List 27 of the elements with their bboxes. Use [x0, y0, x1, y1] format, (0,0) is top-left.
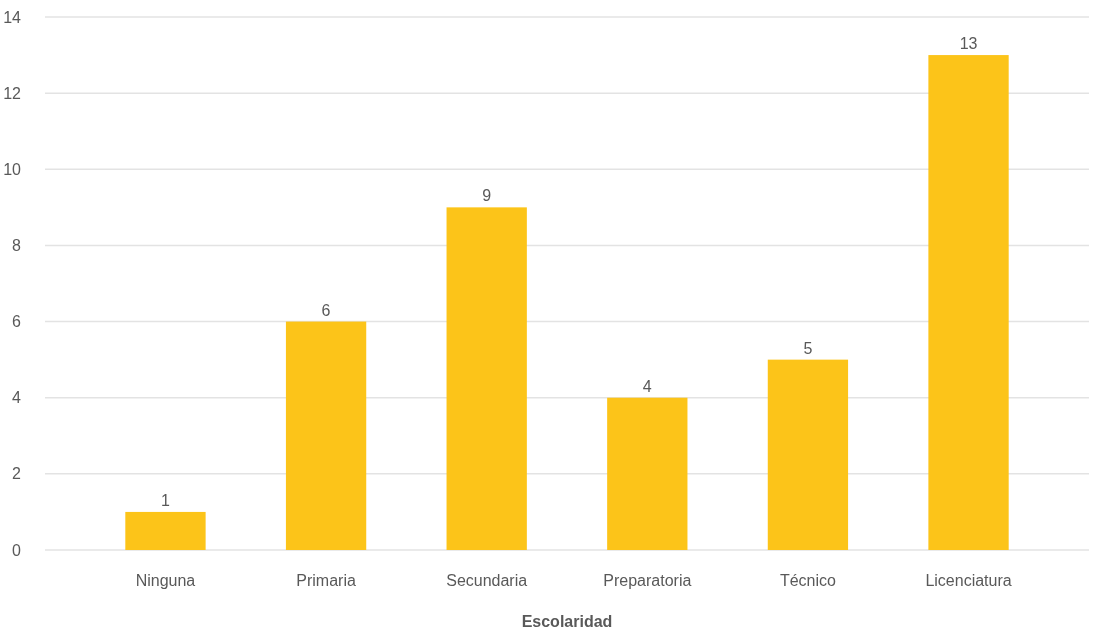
x-tick-label: Primaria — [296, 572, 356, 589]
y-tick-label: 12 — [3, 84, 22, 102]
data-label: 5 — [803, 339, 813, 357]
data-label: 4 — [642, 377, 652, 395]
data-label: 6 — [321, 301, 331, 319]
y-tick-label: 10 — [3, 160, 22, 178]
data-label: 9 — [482, 187, 492, 205]
bar — [285, 321, 367, 550]
x-tick-label: Preparatoria — [603, 572, 692, 589]
y-tick-label: 14 — [3, 8, 22, 26]
data-label: 13 — [959, 35, 978, 53]
x-tick-label: Técnico — [779, 572, 837, 589]
bar — [607, 397, 688, 550]
y-tick-label: 6 — [12, 313, 22, 331]
x-axis-title: Escolaridad — [521, 613, 613, 630]
x-tick-label: Licenciatura — [925, 572, 1012, 589]
x-tick-label: Ninguna — [135, 572, 196, 589]
data-label: 1 — [161, 491, 171, 509]
bar — [125, 511, 206, 550]
y-tick-label: 0 — [12, 541, 22, 559]
x-tick-label: Secundaria — [446, 572, 528, 589]
bar — [928, 55, 1009, 550]
bar — [767, 359, 849, 550]
y-tick-label: 4 — [12, 389, 22, 407]
y-tick-label: 8 — [12, 237, 22, 255]
y-tick-label: 2 — [12, 465, 22, 483]
bar — [446, 207, 527, 550]
